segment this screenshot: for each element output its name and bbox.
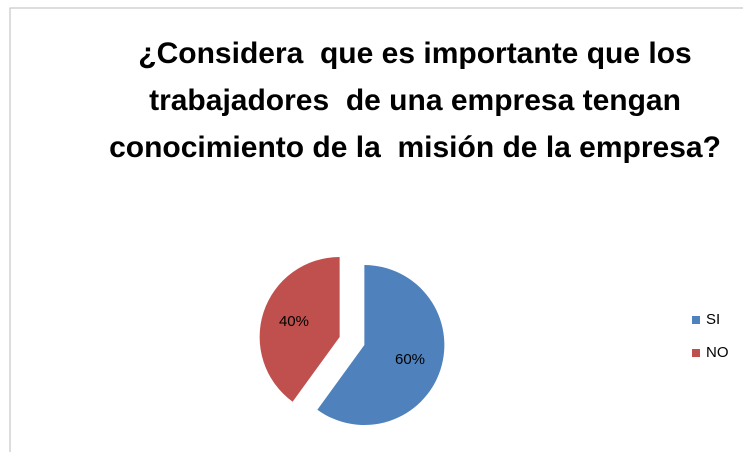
legend-swatch — [692, 349, 700, 357]
legend-label: NO — [706, 344, 729, 361]
data-label: 40% — [279, 313, 309, 330]
legend-swatch — [692, 316, 700, 324]
chart-title: ¿Considera que es importante que los tra… — [109, 37, 721, 164]
pie-slice — [259, 256, 340, 402]
data-label: 60% — [395, 351, 425, 368]
legend-label: SI — [706, 311, 720, 328]
pie-slice — [317, 265, 445, 426]
frame — [9, 7, 743, 452]
